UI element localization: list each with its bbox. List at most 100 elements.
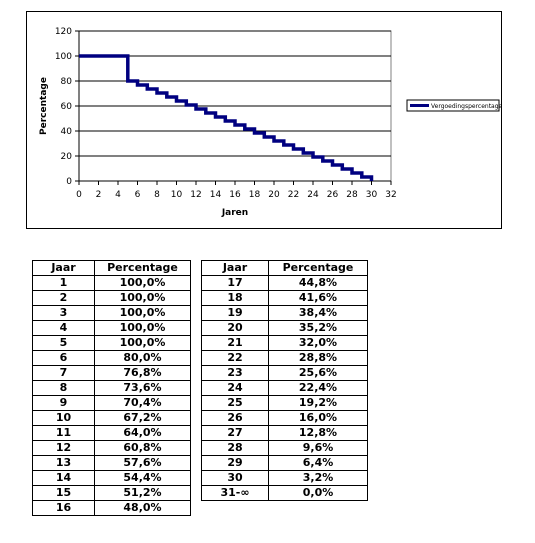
table-row: 7 76,8% [32, 365, 191, 381]
year-cell: 1 [32, 275, 95, 291]
x-tick-label: 30 [366, 190, 378, 200]
year-cell: 13 [32, 455, 95, 471]
percentage-cell: 28,8% [268, 350, 368, 366]
percentage-cell: 60,8% [94, 440, 191, 456]
year-cell: 3 [32, 305, 95, 321]
percentage-cell: 35,2% [268, 320, 368, 336]
x-tick-label: 0 [76, 190, 82, 200]
year-cell: 28 [201, 440, 269, 456]
table-row: 8 73,6% [32, 380, 191, 396]
year-cell: 17 [201, 275, 269, 291]
y-tick-label: 20 [61, 152, 73, 162]
table-row: 21 32,0% [201, 335, 368, 351]
year-cell: 25 [201, 395, 269, 411]
table-row: 14 54,4% [32, 470, 191, 486]
percentage-cell: 38,4% [268, 305, 368, 321]
y-axis-title: Percentage [39, 77, 49, 135]
table-row: 11 64,0% [32, 425, 191, 441]
table-row: 22 28,8% [201, 350, 368, 366]
column-header-percentage: Percentage [94, 260, 191, 276]
percentage-cell: 0,0% [268, 485, 368, 501]
x-tick-label: 14 [210, 190, 222, 200]
column-header-percentage: Percentage [268, 260, 368, 276]
percentage-cell: 3,2% [268, 470, 368, 486]
table-row: 24 22,4% [201, 380, 368, 396]
table-row: 10 67,2% [32, 410, 191, 426]
percentage-cell: 48,0% [94, 500, 191, 516]
percentage-cell: 100,0% [94, 290, 191, 306]
table-row: 25 19,2% [201, 395, 368, 411]
table-row: 6 80,0% [32, 350, 191, 366]
year-cell: 12 [32, 440, 95, 456]
y-tick-label: 40 [61, 127, 73, 137]
percentage-cell: 32,0% [268, 335, 368, 351]
x-tick-label: 18 [249, 190, 261, 200]
x-tick-label: 24 [307, 190, 319, 200]
column-header-year: Jaar [32, 260, 95, 276]
year-cell: 19 [201, 305, 269, 321]
table-row: 29 6,4% [201, 455, 368, 471]
x-tick-label: 12 [190, 190, 201, 200]
series-line [79, 54, 374, 181]
year-cell: 20 [201, 320, 269, 336]
percentage-cell: 25,6% [268, 365, 368, 381]
year-cell: 23 [201, 365, 269, 381]
legend-box [406, 99, 500, 112]
table-row: 28 9,6% [201, 440, 368, 456]
table-header-row: Jaar Percentage [32, 260, 191, 276]
year-cell: 27 [201, 425, 269, 441]
percentage-cell: 80,0% [94, 350, 191, 366]
table-row: 9 70,4% [32, 395, 191, 411]
percentage-table-right: Jaar Percentage 17 44,8% 18 41,6% 19 38,4% 20 3… [201, 260, 368, 501]
table-header-row: Jaar Percentage [201, 260, 368, 276]
table-row: 16 48,0% [32, 500, 191, 516]
percentage-cell: 12,8% [268, 425, 368, 441]
year-cell: 16 [32, 500, 95, 516]
percentage-cell: 41,6% [268, 290, 368, 306]
x-tick-label: 6 [135, 190, 141, 200]
y-tick-label: 120 [55, 27, 72, 37]
year-cell: 21 [201, 335, 269, 351]
year-cell: 31-∞ [201, 485, 269, 501]
table-row: 19 38,4% [201, 305, 368, 321]
year-cell: 26 [201, 410, 269, 426]
table-row: 23 25,6% [201, 365, 368, 381]
year-cell: 30 [201, 470, 269, 486]
x-tick-label: 16 [229, 190, 241, 200]
percentage-cell: 100,0% [94, 335, 191, 351]
percentage-table-left: Jaar Percentage 1 100,0% 2 100,0% 3 100,0% 4 10… [32, 260, 191, 516]
x-tick-label: 32 [385, 190, 396, 200]
year-cell: 29 [201, 455, 269, 471]
table-row: 1 100,0% [32, 275, 191, 291]
table-row: 4 100,0% [32, 320, 191, 336]
percentage-cell: 100,0% [94, 305, 191, 321]
year-cell: 8 [32, 380, 95, 396]
y-tick-label: 100 [55, 52, 72, 62]
percentage-cell: 67,2% [94, 410, 191, 426]
y-tick-label: 80 [61, 77, 73, 87]
x-tick-label: 8 [154, 190, 160, 200]
x-tick-label: 4 [115, 190, 121, 200]
percentage-cell: 76,8% [94, 365, 191, 381]
percentage-cell: 54,4% [94, 470, 191, 486]
legend-label: Vergoedingspercentage [431, 103, 503, 110]
table-row: 2 100,0% [32, 290, 191, 306]
table-row: 5 100,0% [32, 335, 191, 351]
percentage-cell: 19,2% [268, 395, 368, 411]
x-tick-label: 20 [268, 190, 280, 200]
percentage-cell: 70,4% [94, 395, 191, 411]
year-cell: 14 [32, 470, 95, 486]
table-row: 20 35,2% [201, 320, 368, 336]
year-cell: 24 [201, 380, 269, 396]
table-row: 3 100,0% [32, 305, 191, 321]
year-cell: 15 [32, 485, 95, 501]
percentage-cell: 64,0% [94, 425, 191, 441]
year-cell: 9 [32, 395, 95, 411]
year-cell: 7 [32, 365, 95, 381]
x-axis-title: Jaren [221, 208, 248, 218]
percentage-cell: 100,0% [94, 320, 191, 336]
x-tick-label: 2 [96, 190, 102, 200]
x-tick-label: 10 [171, 190, 183, 200]
table-row: 12 60,8% [32, 440, 191, 456]
percentage-cell: 100,0% [94, 275, 191, 291]
